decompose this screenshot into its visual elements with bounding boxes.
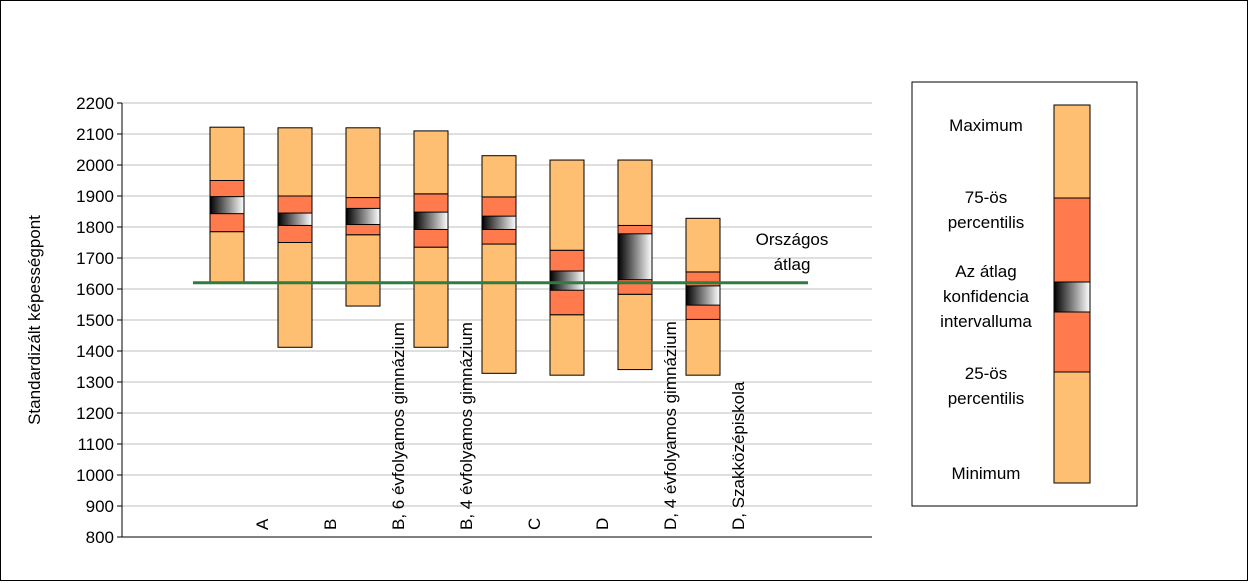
box-confidence-interval: [277, 212, 313, 226]
legend-label-p75: percentilis: [948, 213, 1025, 232]
legend-swatch-iqr-lower: [1053, 311, 1091, 373]
gridlines: [122, 102, 872, 538]
box-upper-range: [481, 155, 517, 198]
legend-label-p75: 75-ös: [965, 188, 1008, 207]
box-lower-range: [345, 234, 381, 307]
box-2: [277, 127, 313, 348]
y-tick-label: 2200: [76, 94, 114, 113]
box-upper-range: [277, 127, 313, 197]
legend-box: [911, 81, 1138, 507]
category-label: B, 6 évfolyamos gimnázium: [389, 322, 408, 530]
legend-swatch-ci: [1053, 281, 1091, 313]
category-label: D: [593, 518, 612, 530]
legend-label-ci: Az átlag: [955, 262, 1016, 281]
y-axis-ticks: 2200 2100 2000 1900 1800 1700 1600 1500 1400 1300…: [76, 94, 122, 547]
category-label: C: [525, 518, 544, 530]
y-tick-label: 900: [86, 497, 114, 516]
box-lower-range: [481, 243, 517, 374]
y-tick-label: 1600: [76, 280, 114, 299]
y-tick-label: 1300: [76, 373, 114, 392]
category-label: D, Szakközépiskola: [729, 381, 748, 530]
y-tick-label: 2100: [76, 125, 114, 144]
box-upper-range: [617, 159, 653, 226]
legend-label-min: Minimum: [952, 464, 1021, 483]
y-tick-label: 2000: [76, 156, 114, 175]
legend-label-max: Maximum: [949, 116, 1023, 135]
box-lower-range: [617, 293, 653, 371]
category-label: A: [253, 518, 272, 530]
box-upper-range: [413, 130, 449, 195]
box-lower-range: [685, 318, 721, 376]
y-tick-label: 1200: [76, 404, 114, 423]
national-average-label-line1: Országos: [756, 230, 829, 249]
legend-label-p25: 25-ös: [965, 364, 1008, 383]
y-tick-label: 1500: [76, 311, 114, 330]
national-average-label-line2: átlag: [774, 255, 811, 274]
box-confidence-interval: [413, 211, 449, 230]
y-tick-label: 1700: [76, 249, 114, 268]
box-6: [549, 159, 585, 376]
y-tick-label: 1000: [76, 466, 114, 485]
box-upper-range: [549, 159, 585, 251]
legend-swatch-upper: [1053, 104, 1091, 199]
box-confidence-interval: [481, 215, 517, 230]
category-label: B, 4 évfolyamos gimnázium: [457, 322, 476, 530]
box-8: [685, 217, 721, 376]
category-label: B: [321, 519, 340, 530]
box-lower-range: [549, 314, 585, 376]
category-label: D, 4 évfolyamos gimnázium: [661, 321, 680, 530]
box-lower-range: [277, 242, 313, 348]
box-confidence-interval: [617, 233, 653, 281]
y-tick-label: 800: [86, 528, 114, 547]
legend-swatch-iqr-upper: [1053, 197, 1091, 283]
legend-label-p25: percentilis: [948, 389, 1025, 408]
legend-label-ci: intervalluma: [940, 312, 1032, 331]
y-axis-label: Standardizált képességpont: [25, 215, 44, 425]
box-lower-range: [209, 231, 245, 284]
y-tick-label: 1800: [76, 218, 114, 237]
box-upper-range: [685, 217, 721, 273]
box-1: [209, 126, 245, 284]
box-3: [345, 127, 381, 307]
legend: Maximum 75-ös percentilis Az átlag konfidenc…: [911, 81, 1138, 507]
box-5: [481, 155, 517, 374]
box-confidence-interval: [345, 207, 381, 226]
box-confidence-interval: [549, 270, 585, 291]
box-upper-range: [209, 126, 245, 181]
box-confidence-interval: [685, 285, 721, 306]
box-lower-range: [413, 246, 449, 348]
legend-label-ci: konfidencia: [943, 287, 1030, 306]
category-labels: A B B, 6 évfolyamos gimnázium B, 4 évfolyam…: [253, 321, 748, 530]
box-7: [617, 159, 653, 371]
y-tick-label: 1100: [77, 435, 114, 454]
box-4: [413, 130, 449, 348]
box-confidence-interval: [209, 196, 245, 215]
legend-swatch-lower: [1053, 371, 1091, 484]
box-upper-range: [345, 127, 381, 199]
y-tick-label: 1900: [76, 187, 114, 206]
y-tick-label: 1400: [76, 342, 114, 361]
